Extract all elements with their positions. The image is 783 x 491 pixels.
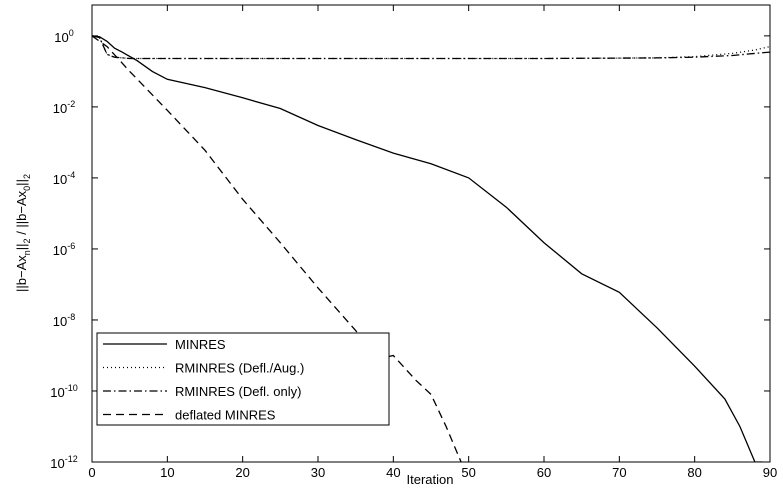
- legend-label: RMINRES (Defl. only): [175, 384, 301, 399]
- x-tick-label: 50: [461, 465, 475, 480]
- x-tick-label: 40: [386, 465, 400, 480]
- x-tick-label: 60: [537, 465, 551, 480]
- x-tick-label: 10: [160, 465, 174, 480]
- x-axis-label: Iteration: [407, 472, 454, 487]
- x-tick-label: 0: [88, 465, 95, 480]
- y-tick-label: 10-10​: [50, 383, 77, 400]
- y-tick-label: 100​: [54, 28, 73, 45]
- legend-label: MINRES: [175, 337, 226, 352]
- legend-label: RMINRES (Defl./Aug.): [175, 361, 304, 376]
- y-tick-label: 10-4​: [53, 170, 75, 187]
- series-line: [92, 35, 462, 462]
- x-tick-label: 70: [612, 465, 626, 480]
- y-tick-label: 10-12​: [50, 454, 77, 471]
- x-tick-label: 90: [763, 465, 777, 480]
- series-line: [92, 35, 763, 462]
- x-tick-label: 80: [687, 465, 701, 480]
- y-tick-label: 10-6​: [53, 241, 75, 258]
- y-axis-label: ||b−Axn​||2​ / ||b−Ax0​||2​: [14, 174, 32, 292]
- y-tick-label: 10-2​: [53, 99, 75, 116]
- x-tick-label: 30: [311, 465, 325, 480]
- legend-label: deflated MINRES: [175, 408, 276, 423]
- series-line: [92, 35, 770, 60]
- legend-box: [96, 332, 390, 426]
- y-tick-label: 10-8​: [53, 312, 75, 329]
- x-tick-label: 20: [235, 465, 249, 480]
